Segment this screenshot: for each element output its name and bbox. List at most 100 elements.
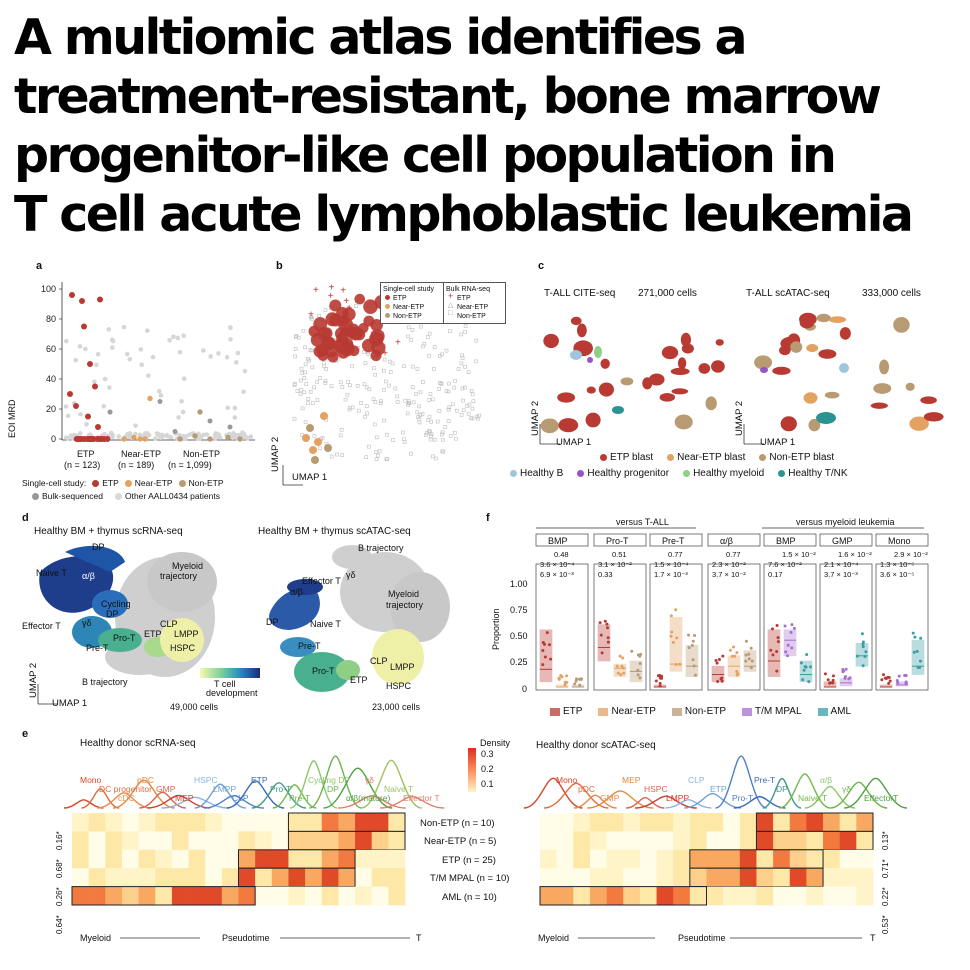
bulk-non-etp-point xyxy=(439,381,444,386)
tumor-cluster xyxy=(799,317,814,329)
data-point xyxy=(911,631,915,635)
density-curve xyxy=(272,784,317,809)
heatmap-cell xyxy=(839,813,857,832)
facet-pvalue: 0.48 xyxy=(554,550,569,559)
data-point xyxy=(880,678,884,682)
data-point xyxy=(844,667,848,671)
bulk-etp-point: + xyxy=(382,349,388,360)
density-curve xyxy=(523,777,583,809)
bulk-non-etp-point xyxy=(363,361,368,365)
background-point xyxy=(150,354,156,360)
heatmap-cell xyxy=(155,868,173,887)
data-point xyxy=(654,679,658,683)
data-point xyxy=(785,654,789,658)
panel-d-right-title: Healthy BM + thymus scATAC-seq xyxy=(258,526,411,537)
background-point xyxy=(232,432,237,438)
near-etp-point xyxy=(309,446,317,454)
heatmap-cell xyxy=(689,886,707,906)
bulk-non-etp-point xyxy=(424,433,428,437)
legend-non-etp: Non-ETP xyxy=(188,478,224,488)
right-peak-label: ETP xyxy=(710,784,727,794)
right-peak-label: DP xyxy=(776,784,788,794)
panel-c-umaps xyxy=(539,312,944,445)
bulk-non-etp-point xyxy=(466,370,471,375)
non-etp-point xyxy=(306,424,314,432)
etp-point xyxy=(350,327,363,340)
left-peak-label: Cycling DP xyxy=(308,775,351,785)
background-point xyxy=(121,324,127,330)
data-point xyxy=(828,681,832,685)
right-peak-label: EffectorT xyxy=(864,793,899,803)
left-peak-label: cDC xyxy=(118,793,135,803)
panel-d: d Healthy BM + thymus scRNA-seq Healthy … xyxy=(0,512,480,717)
healthy-progenitor-cluster xyxy=(760,367,768,373)
heatmap-cell xyxy=(255,849,273,869)
background-point xyxy=(78,411,83,417)
heatmap-cell xyxy=(856,849,874,869)
data-point xyxy=(744,653,748,657)
heatmap-cell xyxy=(723,886,741,906)
right-side-pvalue: 0.13* xyxy=(881,831,890,850)
heatmap-cell xyxy=(589,831,607,851)
panel-f-header-right: versus myeloid leukemia xyxy=(796,517,895,527)
background-point xyxy=(248,434,254,439)
density-curve xyxy=(112,779,175,809)
bulk-non-etp-point xyxy=(334,452,339,457)
bulk-non-etp-point xyxy=(366,351,370,356)
data-point xyxy=(603,619,607,623)
tumor-cluster xyxy=(674,414,693,430)
data-point xyxy=(563,683,567,687)
data-point xyxy=(786,643,790,647)
heatmap-cell xyxy=(589,849,607,869)
bulk-non-etp-point xyxy=(456,367,461,371)
bulk-non-etp-point xyxy=(433,456,438,461)
data-point xyxy=(671,640,675,644)
data-point xyxy=(622,671,626,675)
data-point xyxy=(716,680,720,684)
heatmap-cell xyxy=(205,868,223,887)
data-point xyxy=(735,651,739,655)
bulk-non-etp-point xyxy=(402,440,407,444)
d-left-btraj: B trajectory xyxy=(82,677,128,687)
d-left-trajectory: trajectory xyxy=(160,571,198,581)
data-point xyxy=(735,670,739,674)
data-point xyxy=(616,671,620,675)
data-point xyxy=(658,684,662,688)
background-point xyxy=(180,409,186,415)
tumor-cluster xyxy=(648,373,665,386)
heatmap-cell xyxy=(371,831,389,851)
heatmap-cell xyxy=(221,868,239,887)
bulk-non-etp-point xyxy=(406,334,410,339)
etp-point xyxy=(361,338,376,353)
background-point xyxy=(65,413,71,419)
background-point xyxy=(101,403,107,409)
bulk-non-etp-point xyxy=(323,308,328,312)
bulk-non-etp-point xyxy=(340,453,345,458)
bulk-non-etp-point xyxy=(427,398,432,402)
bulk-non-etp-point xyxy=(446,389,451,394)
bulk-non-etp-point xyxy=(298,378,303,383)
left-side-pvalue: 0.64* xyxy=(55,915,64,934)
heatmap-cell xyxy=(355,886,372,906)
b-legend-dot-near xyxy=(385,304,390,309)
heatmap-cell xyxy=(355,813,372,832)
tumor-cluster xyxy=(705,396,717,411)
data-point xyxy=(619,673,623,677)
tumor-cluster xyxy=(909,416,929,431)
tumor-cluster xyxy=(543,333,559,349)
background-point xyxy=(153,436,158,441)
tumor-cluster xyxy=(893,316,910,333)
heatmap-cell xyxy=(371,813,389,832)
facet-strip xyxy=(535,533,589,547)
f-ytick-0: 0 xyxy=(522,684,528,694)
heatmap-cell xyxy=(606,849,624,869)
facet-label: BMP xyxy=(776,536,796,546)
bulk-non-etp-point xyxy=(450,402,455,407)
heatmap-cell xyxy=(756,813,774,832)
density-curve xyxy=(684,792,741,809)
data-point xyxy=(888,679,892,683)
bulk-non-etp-point xyxy=(299,366,304,371)
heatmap-cell xyxy=(105,886,123,906)
tumor-cluster xyxy=(557,392,576,403)
heatmap-cell xyxy=(72,849,89,869)
